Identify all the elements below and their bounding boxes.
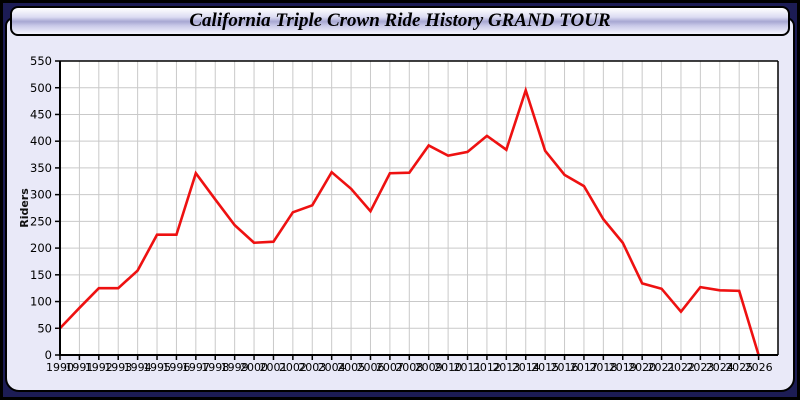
- x-tick-label: 2022: [667, 361, 695, 374]
- x-tick-label: 2019: [609, 361, 637, 374]
- y-tick-label: 550: [30, 54, 52, 68]
- x-tick-label: 2004: [318, 361, 346, 374]
- x-tick-label: 1990: [46, 361, 74, 374]
- x-tick-label: 2002: [279, 361, 307, 374]
- riders-line-series: [58, 86, 760, 357]
- y-tick-label: 0: [45, 348, 52, 362]
- x-tick-label: 1995: [143, 361, 171, 374]
- x-tick-label: 1993: [104, 361, 132, 374]
- x-tick-label: 2001: [259, 361, 287, 374]
- x-tick-label: 2021: [648, 361, 676, 374]
- x-tick-label: 1991: [65, 361, 93, 374]
- x-tick-label: 1997: [182, 361, 210, 374]
- x-tick-label: 2008: [395, 361, 423, 374]
- x-tick-label: 2000: [240, 361, 268, 374]
- y-tick-label: 150: [30, 268, 52, 282]
- x-tick-label: 1996: [162, 361, 190, 374]
- plot-border: [60, 60, 779, 355]
- y-tick-label: 250: [30, 214, 52, 228]
- x-tick-label: 2013: [492, 361, 520, 374]
- y-tick-label: 50: [37, 321, 52, 335]
- ride-history-line-chart: 0501001502002503003504004505005501990199…: [18, 54, 779, 374]
- x-tick-label: 2018: [589, 361, 617, 374]
- x-tick-label: 2003: [298, 361, 326, 374]
- x-tick-label: 2014: [512, 361, 540, 374]
- x-tick-label: 2010: [434, 361, 462, 374]
- y-tick-label: 300: [30, 188, 52, 202]
- y-axis-title: Riders: [18, 188, 31, 228]
- x-tick-label: 2006: [356, 361, 384, 374]
- x-tick-label: 2005: [337, 361, 365, 374]
- plot-area: [60, 61, 778, 355]
- x-tick-label: 1999: [221, 361, 249, 374]
- x-tick-label: 2011: [454, 361, 482, 374]
- y-tick-label: 100: [30, 295, 52, 309]
- x-tick-label: 2009: [415, 361, 443, 374]
- y-tick-label: 400: [30, 134, 52, 148]
- x-axis: 1990199119921993199419951996199719981999…: [46, 355, 773, 374]
- y-axis: 0 50 100 150 200 250 300 350 400 450 500 550: [30, 54, 60, 362]
- x-tick-label: 2024: [706, 361, 734, 374]
- x-tick-label: 2023: [686, 361, 714, 374]
- x-tick-label: 2025: [725, 361, 753, 374]
- x-tick-label: 2026: [745, 361, 773, 374]
- axes: [59, 61, 778, 356]
- title-bar: California Triple Crown Ride History GRA…: [10, 6, 790, 36]
- x-tick-label: 1998: [201, 361, 229, 374]
- x-tick-label: 1992: [85, 361, 113, 374]
- y-tick-label: 200: [30, 241, 52, 255]
- x-tick-label: 2007: [376, 361, 404, 374]
- y-tick-label: 350: [30, 161, 52, 175]
- page-title: California Triple Crown Ride History GRA…: [189, 10, 611, 31]
- x-tick-label: 1994: [124, 361, 152, 374]
- y-tick-label: 450: [30, 107, 52, 121]
- y-tick-label: 500: [30, 81, 52, 95]
- x-tick-label: 2012: [473, 361, 501, 374]
- x-tick-label: 2017: [570, 361, 598, 374]
- x-tick-label: 2020: [628, 361, 656, 374]
- x-tick-label: 2016: [551, 361, 579, 374]
- x-tick-label: 2015: [531, 361, 559, 374]
